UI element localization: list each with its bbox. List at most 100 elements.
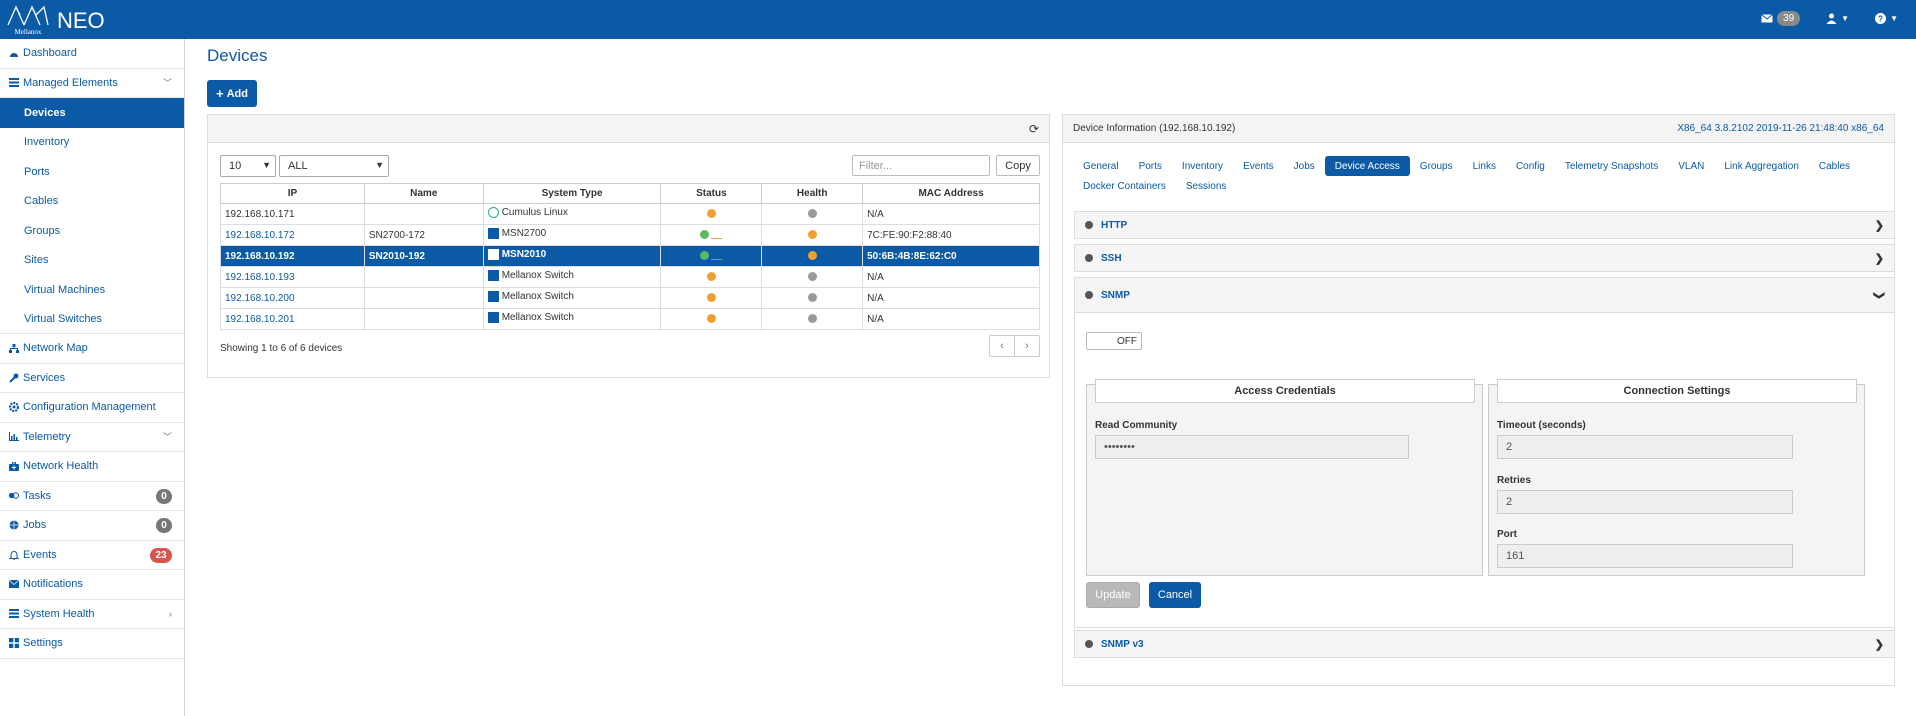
- column-header-name[interactable]: Name: [363, 183, 484, 204]
- tab-jobs[interactable]: Jobs: [1293, 160, 1315, 172]
- sidebar-item-sites[interactable]: Sites: [0, 246, 184, 276]
- retries-input[interactable]: 2: [1497, 490, 1793, 514]
- sidebar-item-virtual-machines[interactable]: Virtual Machines: [0, 275, 184, 305]
- mellanox-logo[interactable]: Mellanox: [6, 3, 50, 37]
- tasks-count-badge: 0: [156, 488, 172, 504]
- device-type-select[interactable]: ALL ▼: [279, 155, 389, 177]
- filter-input[interactable]: Filter...: [852, 155, 990, 176]
- user-menu-button[interactable]: ▼: [1826, 13, 1849, 24]
- chevron-down-icon: ▼: [1841, 14, 1850, 23]
- system-type-text: MSN2700: [501, 228, 547, 239]
- ssh-section-header[interactable]: SSH ❯: [1074, 244, 1895, 272]
- sidebar-item-services[interactable]: Services: [0, 364, 184, 393]
- read-community-input[interactable]: ••••••••: [1095, 435, 1409, 459]
- messages-button[interactable]: 39: [1761, 11, 1801, 26]
- status-cell: [660, 224, 763, 246]
- snmpv3-section-header[interactable]: SNMP v3 ❯: [1074, 630, 1895, 658]
- table-row[interactable]: 192.168.10.172 SN2700-172 MSN2700 7C:FE:…: [220, 224, 1040, 246]
- sidebar-item-tasks[interactable]: Tasks 0: [0, 482, 184, 511]
- jobs-count-badge: 0: [156, 518, 172, 533]
- ip-cell: 192.168.10.201: [220, 308, 365, 330]
- refresh-icon[interactable]: ⟳: [1028, 122, 1039, 136]
- update-button[interactable]: Update: [1086, 582, 1140, 608]
- sidebar-item-label: Devices: [24, 106, 66, 119]
- tab-events[interactable]: Events: [1243, 160, 1274, 172]
- sidebar-item-network-map[interactable]: Network Map: [0, 334, 184, 364]
- tab-vlan[interactable]: VLAN: [1678, 160, 1705, 172]
- section-title: SNMP v3: [1101, 638, 1144, 650]
- tab-groups[interactable]: Groups: [1419, 160, 1453, 172]
- sidebar-item-label: Configuration Management: [23, 401, 156, 414]
- port-input[interactable]: 161: [1497, 544, 1793, 568]
- help-menu-button[interactable]: ? ▼: [1875, 13, 1898, 24]
- name-cell: SN2010-192: [363, 245, 484, 267]
- table-row[interactable]: 192.168.10.171 Cumulus Linux N/A: [220, 203, 1040, 225]
- tab-device-access[interactable]: Device Access: [1324, 156, 1410, 176]
- telemetry-chart-icon: [711, 252, 723, 260]
- table-row-selected[interactable]: 192.168.10.192 SN2010-192 MSN2010 50:6B:…: [220, 245, 1040, 267]
- tab-sessions[interactable]: Sessions: [1185, 180, 1227, 192]
- health-cell: [761, 308, 864, 330]
- copy-button[interactable]: Copy: [996, 155, 1040, 176]
- tasks-icon: [8, 490, 19, 501]
- tab-ports[interactable]: Ports: [1138, 160, 1162, 172]
- table-row[interactable]: 192.168.10.200 Mellanox Switch N/A: [220, 287, 1040, 309]
- connection-settings-group: Connection Settings Timeout (seconds) 2 …: [1488, 379, 1865, 576]
- sidebar-item-devices[interactable]: Devices: [0, 98, 184, 128]
- column-header-status[interactable]: Status: [660, 183, 763, 204]
- sidebar-item-groups[interactable]: Groups: [0, 216, 184, 246]
- chevron-down-icon: ❯: [1872, 290, 1885, 300]
- sidebar-item-label: Telemetry: [23, 430, 71, 443]
- http-section-header[interactable]: HTTP ❯: [1074, 211, 1895, 239]
- sidebar-item-dashboard[interactable]: Dashboard: [0, 39, 184, 69]
- medkit-icon: [8, 461, 19, 472]
- sidebar-item-ports[interactable]: Ports: [0, 157, 184, 187]
- column-header-health[interactable]: Health: [761, 183, 864, 204]
- sidebar-item-label: Cables: [24, 195, 59, 208]
- next-page-button[interactable]: ›: [1025, 340, 1029, 352]
- device-info-title: Device Information (192.168.10.192): [1073, 123, 1236, 134]
- sidebar-item-configuration-management[interactable]: Configuration Management: [0, 393, 184, 423]
- table-row[interactable]: 192.168.10.201 Mellanox Switch N/A: [220, 308, 1040, 330]
- sidebar-item-label: Network Health: [23, 460, 99, 473]
- tab-cables[interactable]: Cables: [1818, 160, 1851, 172]
- sidebar-item-notifications[interactable]: Notifications: [0, 570, 184, 600]
- snmp-section-header[interactable]: SNMP ❯: [1074, 277, 1895, 313]
- tab-config[interactable]: Config: [1515, 160, 1545, 172]
- chevron-right-icon: ❯: [1874, 252, 1884, 265]
- tab-docker-containers[interactable]: Docker Containers: [1083, 180, 1166, 192]
- snmp-enable-toggle[interactable]: OFF: [1086, 332, 1142, 350]
- table-row[interactable]: 192.168.10.193 Mellanox Switch N/A: [220, 266, 1040, 288]
- sidebar-item-settings[interactable]: Settings: [0, 629, 184, 659]
- name-cell: [363, 287, 484, 309]
- sidebar-item-inventory[interactable]: Inventory: [0, 128, 184, 158]
- sidebar-item-virtual-switches[interactable]: Virtual Switches: [0, 305, 184, 334]
- tab-inventory[interactable]: Inventory: [1181, 160, 1224, 172]
- sidebar-item-cables[interactable]: Cables: [0, 187, 184, 217]
- tab-general[interactable]: General: [1083, 160, 1119, 172]
- sidebar-item-managed-elements[interactable]: Managed Elements ﹀: [0, 69, 184, 98]
- sidebar-item-label: Notifications: [23, 578, 83, 591]
- column-header-ip[interactable]: IP: [220, 183, 365, 204]
- system-type-text: Mellanox Switch: [501, 291, 574, 302]
- column-header-mac[interactable]: MAC Address: [862, 183, 1040, 204]
- tab-links[interactable]: Links: [1472, 160, 1496, 172]
- page-size-value: 10: [229, 160, 242, 172]
- section-title: HTTP: [1101, 219, 1128, 231]
- page-size-select[interactable]: 10 ▼: [220, 155, 276, 177]
- tab-telemetry-snapshots[interactable]: Telemetry Snapshots: [1564, 160, 1659, 172]
- mellanox-switch-icon: [487, 270, 499, 281]
- sidebar-item-system-health[interactable]: System Health ›: [0, 600, 184, 629]
- previous-page-button[interactable]: ‹: [990, 336, 1015, 356]
- sidebar-item-network-health[interactable]: Network Health: [0, 452, 184, 482]
- tab-link-aggregation[interactable]: Link Aggregation: [1724, 160, 1799, 172]
- read-community-label: Read Community: [1095, 420, 1178, 431]
- sidebar-item-events[interactable]: Events 23: [0, 541, 184, 570]
- sidebar-item-telemetry[interactable]: Telemetry ﹀: [0, 423, 184, 452]
- sidebar-item-jobs[interactable]: Jobs 0: [0, 511, 184, 541]
- add-device-button[interactable]: + Add: [207, 80, 257, 107]
- column-header-system-type[interactable]: System Type: [482, 183, 662, 204]
- table-header-row: IP Name System Type Status Health MAC Ad…: [220, 183, 1040, 204]
- timeout-input[interactable]: 2: [1497, 435, 1793, 459]
- cancel-button[interactable]: Cancel: [1149, 582, 1201, 608]
